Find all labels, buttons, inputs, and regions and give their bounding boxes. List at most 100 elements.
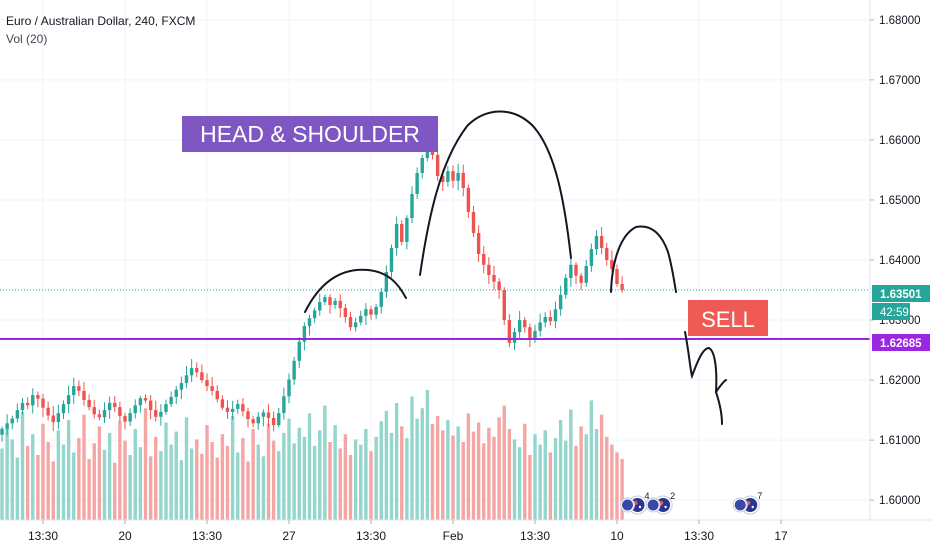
volume-bar: [251, 429, 255, 520]
volume-bar: [425, 390, 430, 520]
volume-bar: [394, 403, 399, 520]
volume-bar: [553, 438, 558, 520]
volume-bar: [410, 396, 414, 520]
volume-bar: [271, 440, 276, 520]
head-arc[interactable]: [419, 110, 572, 276]
candle-body: [389, 247, 394, 273]
volume-bar: [471, 431, 476, 520]
volume-bar: [589, 400, 594, 520]
volume-bar: [610, 444, 614, 520]
candle-body: [261, 412, 266, 417]
candle-body: [20, 402, 25, 411]
volume-bar: [128, 455, 132, 520]
candle-body: [61, 404, 66, 414]
volume-bar: [528, 455, 532, 520]
price-tick-label: 1.64000: [879, 255, 921, 267]
candle-body: [605, 247, 609, 260]
volume-bar: [92, 443, 96, 520]
candle-body: [195, 368, 199, 373]
volume-bar: [615, 452, 619, 520]
candle-body: [0, 428, 4, 435]
time-tick-label: 27: [282, 529, 296, 543]
candle-body: [517, 320, 522, 333]
candle-body: [292, 360, 296, 380]
candle-body: [466, 187, 471, 212]
volume-bar: [205, 425, 209, 520]
countdown-value: 42:59: [880, 307, 909, 319]
volume-bar: [487, 427, 491, 520]
event-count-label: 4: [645, 491, 650, 501]
candle-body: [138, 398, 143, 406]
candle-body: [230, 408, 235, 412]
candle-body: [15, 410, 20, 419]
candle-body: [610, 260, 614, 270]
volume-bar: [133, 429, 137, 520]
candle-body: [41, 398, 45, 408]
candle-body: [282, 396, 286, 414]
candle-body: [461, 172, 465, 188]
head-and-shoulders-drawing[interactable]: [304, 110, 727, 425]
time-tick-label: 13:30: [356, 529, 386, 543]
volume-bars: [0, 390, 624, 520]
volume-bar: [441, 430, 445, 520]
volume-bar: [118, 421, 122, 520]
volume-bar: [533, 434, 537, 520]
current-price-badge: 1.63501: [872, 285, 930, 302]
candle-body: [200, 372, 204, 381]
sell-projection-path[interactable]: [684, 331, 723, 425]
volume-bar: [512, 439, 517, 520]
level-badge: 1.62685: [872, 334, 930, 351]
candle-body: [46, 407, 50, 416]
volume-bar: [15, 457, 20, 520]
volume-bar: [138, 447, 143, 520]
event-count-label: 7: [757, 491, 762, 501]
candle-body: [446, 171, 450, 182]
volume-bar: [31, 434, 35, 520]
volume-bar: [348, 455, 353, 520]
pattern-label[interactable]: HEAD & SHOULDER: [182, 116, 438, 152]
candle-body: [410, 193, 414, 218]
candle-body: [553, 309, 558, 322]
candle-body: [528, 327, 532, 339]
volume-indicator-label[interactable]: Vol (20): [6, 32, 48, 46]
economic-event-marker[interactable]: 4: [620, 491, 650, 515]
sell-projection-tick[interactable]: [715, 379, 727, 393]
candle-body: [297, 341, 301, 361]
event-count-label: 2: [670, 491, 675, 501]
volume-bar: [179, 460, 184, 520]
right-shoulder-arc[interactable]: [610, 225, 677, 293]
price-axis[interactable]: 1.600001.610001.620001.630001.640001.650…: [869, 0, 930, 520]
candles: [0, 141, 624, 442]
candle-body: [415, 172, 419, 194]
economic-event-marker[interactable]: 2: [645, 491, 675, 515]
candle-body: [169, 396, 173, 405]
event-flag-icon-secondary: [647, 499, 659, 511]
economic-event-marker[interactable]: 7: [732, 491, 762, 515]
sell-label[interactable]: SELL: [688, 300, 768, 336]
candle-body: [164, 404, 168, 412]
symbol-title[interactable]: Euro / Australian Dollar, 240, FXCM: [6, 14, 196, 28]
volume-bar: [517, 447, 522, 520]
time-axis[interactable]: 13:30 20 13:30 27 13:30 Feb 13:30 10 13:30 17: [0, 519, 932, 543]
volume-bar: [220, 434, 225, 520]
volume-bar: [323, 405, 327, 520]
chart-legend: Euro / Australian Dollar, 240, FXCM Vol …: [6, 12, 195, 48]
candle-body: [328, 297, 332, 306]
economic-event-markers[interactable]: 4 2 7: [620, 491, 763, 515]
candle-body: [502, 290, 506, 321]
candle-body: [323, 297, 327, 303]
candle-body: [246, 411, 250, 420]
candle-body: [564, 278, 568, 295]
volume-bar: [56, 430, 61, 520]
candle-body: [441, 175, 445, 182]
countdown-badge-bg: [872, 303, 910, 320]
candle-body: [400, 223, 404, 242]
candle-body: [394, 223, 399, 248]
price-tick-label: 1.61000: [879, 435, 921, 447]
volume-bar: [77, 438, 81, 520]
left-shoulder-arc[interactable]: [304, 268, 407, 313]
candle-body: [312, 310, 317, 319]
volume-bar: [20, 412, 25, 520]
volume-bar: [143, 408, 148, 520]
